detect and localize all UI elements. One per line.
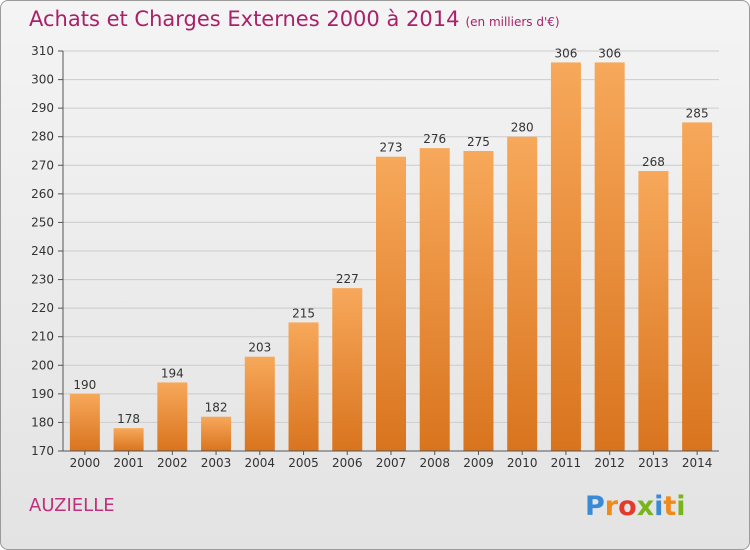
y-tick-label: 270 <box>31 158 54 172</box>
bar-2010 <box>507 136 538 451</box>
value-label: 306 <box>598 46 621 60</box>
logo-letter: o <box>618 491 637 522</box>
x-tick-label: 2007 <box>376 456 407 470</box>
bar-2005 <box>288 322 319 451</box>
bar-2008 <box>419 148 450 451</box>
logo-letter: x <box>636 491 655 522</box>
bar-2003 <box>201 416 232 451</box>
bar-2011 <box>550 62 581 452</box>
chart-subtitle: (en milliers d'€) <box>465 15 560 29</box>
value-label: 273 <box>380 141 403 155</box>
logo-letter: i <box>676 491 686 522</box>
logo-letter: i <box>654 491 664 522</box>
y-tick-label: 210 <box>31 330 54 344</box>
x-tick-label: 2006 <box>332 456 363 470</box>
bar-2006 <box>332 288 363 451</box>
logo-letter: P <box>585 491 605 522</box>
axes <box>58 50 719 455</box>
x-tick-label: 2005 <box>288 456 319 470</box>
y-tick-label: 230 <box>31 273 54 287</box>
x-tick-label: 2014 <box>682 456 713 470</box>
y-tick-label: 310 <box>31 44 54 58</box>
value-label: 268 <box>642 155 665 169</box>
bars <box>69 62 713 452</box>
value-label: 276 <box>423 132 446 146</box>
y-tick-label: 180 <box>31 415 54 429</box>
chart-title: Achats et Charges Externes 2000 à 2014 (e… <box>29 7 560 31</box>
bar-2012 <box>594 62 625 452</box>
y-tick-label: 300 <box>31 73 54 87</box>
bar-2001 <box>113 428 144 451</box>
bar-2002 <box>157 382 188 451</box>
value-label: 285 <box>686 106 709 120</box>
bar-2014 <box>682 122 713 451</box>
x-tick-label: 2012 <box>594 456 625 470</box>
y-tick-label: 260 <box>31 187 54 201</box>
bar-2004 <box>244 356 275 451</box>
value-label: 194 <box>161 366 184 380</box>
value-label: 280 <box>511 121 534 135</box>
logo-letter: t <box>663 491 677 522</box>
y-tick-label: 190 <box>31 387 54 401</box>
x-tick-label: 2013 <box>638 456 669 470</box>
value-label: 203 <box>248 341 271 355</box>
value-label: 178 <box>117 412 140 426</box>
y-tick-label: 290 <box>31 101 54 115</box>
y-tick-label: 170 <box>31 444 54 458</box>
x-tick-label: 2008 <box>419 456 450 470</box>
y-tick-label: 220 <box>31 301 54 315</box>
y-tick-label: 200 <box>31 358 54 372</box>
labels: 170 180 190 200 210 220 230 240 250 260 270 280 290 3… <box>31 44 712 470</box>
y-tick-label: 250 <box>31 215 54 229</box>
y-tick-label: 280 <box>31 130 54 144</box>
logo-letter: r <box>604 491 619 522</box>
value-label: 227 <box>336 272 359 286</box>
x-tick-label: 2004 <box>245 456 276 470</box>
value-label: 275 <box>467 135 490 149</box>
bar-2007 <box>376 156 406 451</box>
y-tick-label: 240 <box>31 244 54 258</box>
bar-2000 <box>69 393 100 451</box>
x-tick-label: 2011 <box>551 456 582 470</box>
value-label: 190 <box>73 378 96 392</box>
x-tick-label: 2010 <box>507 456 538 470</box>
x-tick-label: 2001 <box>113 456 144 470</box>
bar-2013 <box>638 171 669 451</box>
value-label: 306 <box>554 46 577 60</box>
place-name: AUZIELLE <box>29 495 115 516</box>
x-tick-label: 2003 <box>201 456 232 470</box>
x-tick-label: 2009 <box>463 456 494 470</box>
x-tick-label: 2002 <box>157 456 188 470</box>
value-label: 215 <box>292 306 315 320</box>
value-label: 182 <box>205 401 228 415</box>
proxiti-logo: Proxiti <box>585 491 686 522</box>
x-tick-label: 2000 <box>70 456 101 470</box>
bar-2009 <box>463 151 494 451</box>
